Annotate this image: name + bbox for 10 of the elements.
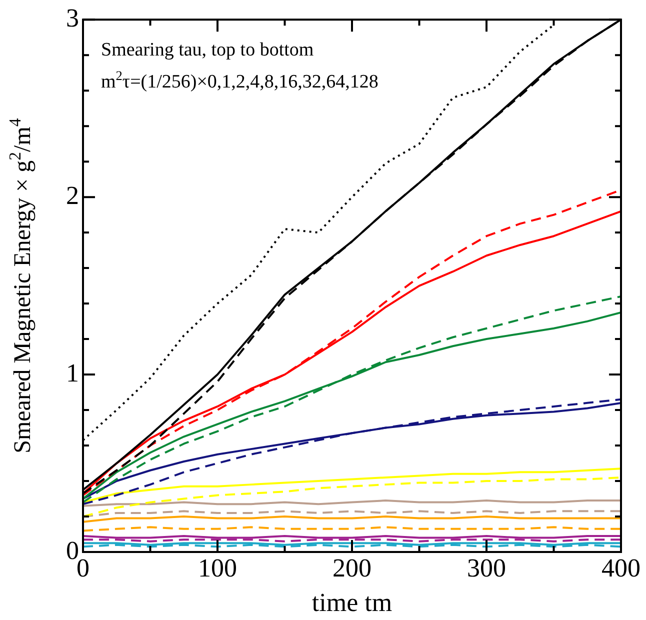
x-tick-label: 400 [602, 553, 640, 582]
y-tick-label: 2 [66, 180, 79, 210]
x-tick-label: 300 [467, 553, 506, 582]
x-tick-label: 200 [332, 553, 372, 582]
x-tick-label: 100 [198, 553, 237, 582]
y-tick-label: 3 [66, 3, 79, 32]
y-tick-label: 1 [66, 358, 79, 388]
annotation: Smearing tau, top to bottom [101, 40, 314, 61]
x-axis-title: time tm [312, 588, 392, 618]
y-axis-title: Smeared Magnetic Energy × g2/m4 [5, 118, 36, 454]
